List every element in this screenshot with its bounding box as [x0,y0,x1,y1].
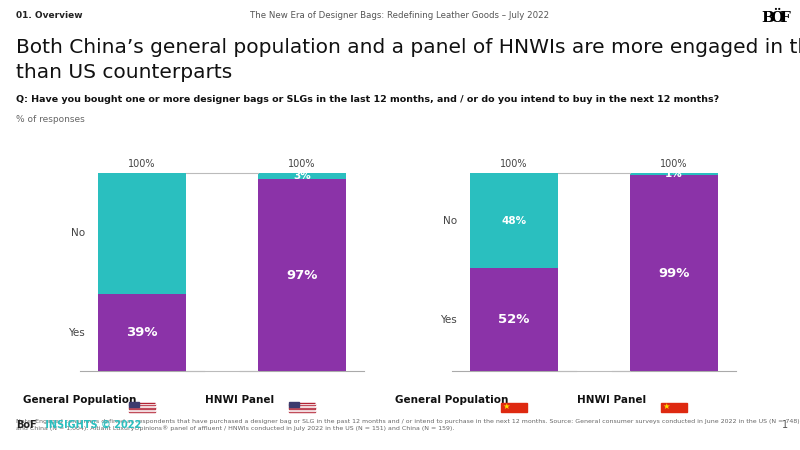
Text: INSIGHTS © 2022: INSIGHTS © 2022 [42,420,141,430]
Text: Both China’s general population and a panel of HNWIs are more engaged in the cat: Both China’s general population and a pa… [16,38,800,57]
Bar [630,173,718,175]
Text: 52%: 52% [498,313,530,326]
Text: HNWI Panel: HNWI Panel [578,395,646,405]
Text: ★: ★ [502,402,510,411]
Text: 3%: 3% [293,171,311,181]
Bar [470,268,558,371]
Text: 1: 1 [782,420,788,430]
Bar [258,179,346,371]
Text: No: No [71,229,85,238]
Text: 100%: 100% [288,159,316,169]
Text: No: No [443,216,457,225]
Bar [630,175,718,371]
Text: The New Era of Designer Bags: Redefining Leather Goods – July 2022: The New Era of Designer Bags: Redefining… [250,11,550,20]
Text: 97%: 97% [286,269,318,282]
Text: General Population: General Population [23,395,137,405]
Text: Ö: Ö [770,11,784,25]
Text: Note: Engaged consumers defined as respondents that have purchased a designer ba: Note: Engaged consumers defined as respo… [16,419,800,432]
Text: Q: Have you bought one or more designer bags or SLGs in the last 12 months, and : Q: Have you bought one or more designer … [16,94,719,104]
Text: 1%: 1% [665,169,683,179]
Text: ★: ★ [662,402,670,411]
Bar [98,173,186,294]
Text: 39%: 39% [126,326,158,339]
Text: 100%: 100% [660,159,688,169]
Text: General Population: General Population [395,395,509,405]
Bar [98,294,186,371]
Text: % of responses: % of responses [16,115,85,124]
Text: 100%: 100% [500,159,528,169]
Text: Yes: Yes [441,315,457,325]
Text: than US counterparts: than US counterparts [16,63,232,82]
Text: 01. Overview: 01. Overview [16,11,82,20]
Text: F: F [779,11,790,25]
Bar [470,173,558,268]
Bar [258,173,346,179]
Text: BoF: BoF [16,420,37,430]
Text: HNWI Panel: HNWI Panel [206,395,274,405]
Text: 48%: 48% [502,216,526,225]
Text: B: B [762,11,774,25]
Text: 100%: 100% [128,159,156,169]
Text: Yes: Yes [69,328,85,338]
Text: 99%: 99% [658,266,690,279]
